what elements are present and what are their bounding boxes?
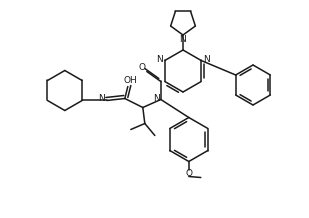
Text: OH: OH [124, 76, 138, 85]
Text: N: N [99, 94, 105, 103]
Text: O: O [185, 169, 192, 178]
Text: N: N [156, 55, 163, 64]
Text: N: N [154, 94, 160, 103]
Text: O: O [138, 63, 145, 72]
Text: N: N [180, 34, 186, 44]
Text: N: N [203, 55, 210, 64]
